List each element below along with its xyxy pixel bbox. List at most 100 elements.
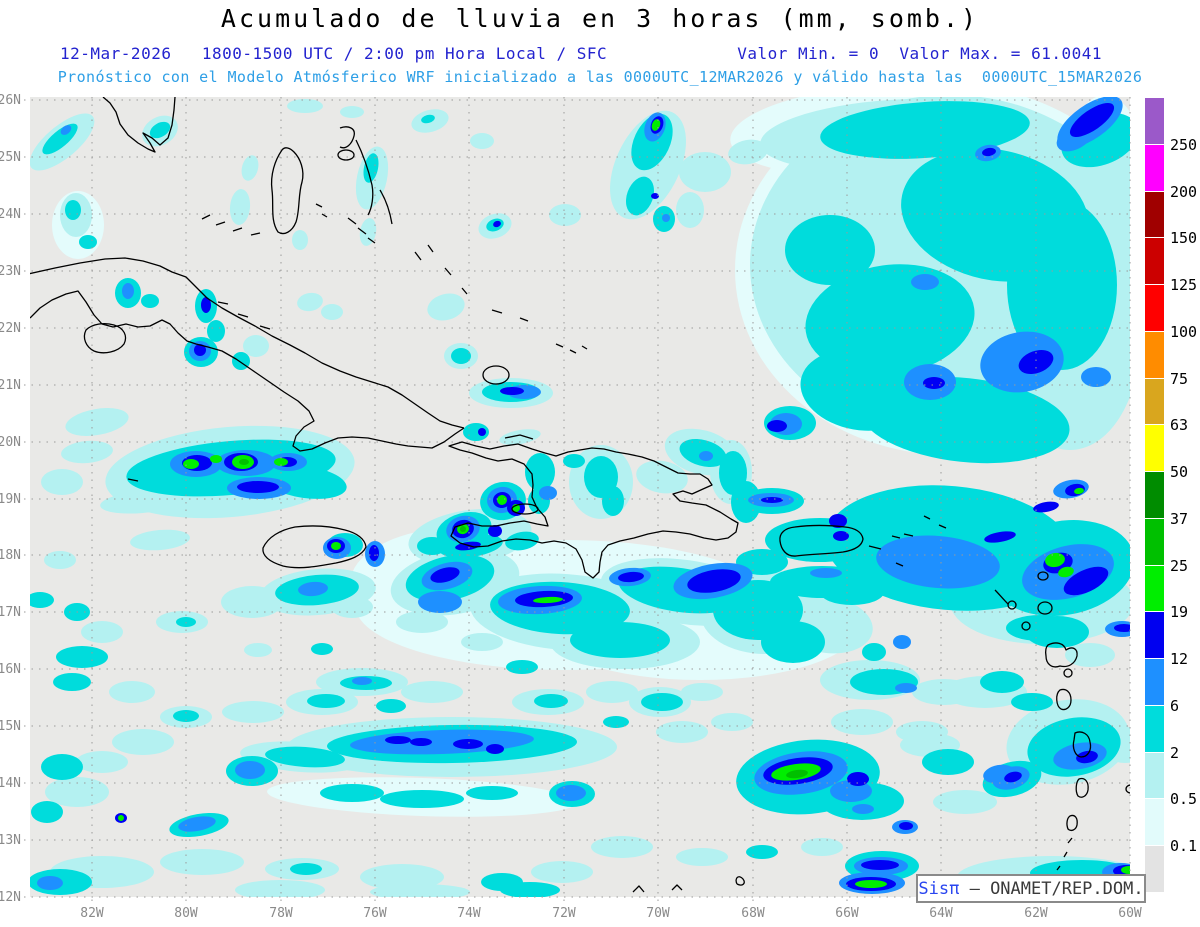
rain-cell: [603, 716, 629, 728]
rain-cell: [239, 459, 249, 465]
rain-cell: [109, 681, 155, 703]
rain-cell: [363, 153, 379, 183]
rain-cell: [331, 542, 341, 550]
rain-cell: [488, 525, 502, 537]
colorbar-segment: [1145, 799, 1164, 846]
rain-cell: [201, 297, 211, 313]
lat-tick-label: 16N: [0, 662, 21, 677]
colorbar-tick-label: 100: [1170, 323, 1198, 341]
rain-cell: [676, 192, 704, 228]
colorbar-segment: [1145, 659, 1164, 706]
lat-tick-label: 15N: [0, 719, 21, 734]
lat-tick-label: 26N: [0, 93, 21, 108]
coastline-turks-dashes: [555, 343, 588, 354]
colorbar-tick-label: 19: [1170, 603, 1189, 621]
colorbar-segment: [1145, 145, 1164, 192]
rain-cell: [298, 581, 328, 597]
rain-cell: [370, 884, 470, 897]
coastline-dominica: [1056, 688, 1072, 711]
rain-cell: [65, 200, 81, 220]
coastline-tortuga: [504, 434, 534, 440]
colorbar-tick-label: 125: [1170, 276, 1198, 294]
rain-cell: [122, 283, 134, 299]
rain-cell: [1018, 349, 1054, 375]
rain-cell: [893, 635, 911, 649]
colorbar-segment: [1145, 753, 1164, 799]
lon-tick-label: 64W: [929, 906, 953, 921]
coastline-long-island-dashes: [414, 244, 529, 322]
rain-cell: [761, 497, 783, 503]
rain-cell: [287, 99, 323, 113]
rain-cell: [982, 147, 996, 157]
coastline-andros: [270, 147, 304, 235]
rain-cell: [1006, 615, 1074, 641]
colorbar-tick-label: 25: [1170, 557, 1189, 575]
rain-cell: [1065, 643, 1115, 667]
coastline-eleuthera: [339, 126, 393, 225]
rain-cell: [461, 633, 503, 651]
watermark-box: Sisπ — ONAMET/REP.DOM.: [916, 874, 1146, 903]
coastline-cuba-cays: [217, 301, 271, 330]
rain-cell: [833, 531, 849, 541]
rain-cell: [570, 622, 670, 658]
colorbar-tick-label: 63: [1170, 416, 1189, 434]
rain-cell: [591, 836, 653, 858]
rain-cell: [235, 880, 325, 897]
colorbar-tick-label: 2: [1170, 744, 1180, 762]
rain-cell: [1114, 624, 1130, 632]
lon-tick-label: 68W: [741, 906, 765, 921]
colorbar-tick-label: 200: [1170, 183, 1198, 201]
rain-cell: [636, 460, 688, 494]
rain-cell: [1074, 487, 1084, 495]
colorbar-segment: [1145, 519, 1164, 566]
rain-cell: [451, 348, 471, 364]
colorbar-segment: [1145, 472, 1164, 519]
colorbar-segment: [1145, 379, 1164, 425]
rain-cell: [676, 848, 728, 866]
rain-cell: [1063, 566, 1109, 596]
colorbar-tick-label: 0.1: [1170, 837, 1198, 855]
rain-cell: [1033, 501, 1059, 513]
colorbar-segment: [1145, 706, 1164, 753]
rain-cell: [862, 643, 886, 661]
rain-cell: [1004, 771, 1022, 783]
rain-cell: [820, 101, 1030, 159]
rain-cell: [699, 451, 713, 461]
lat-tick-label: 25N: [0, 150, 21, 165]
coastline-andros-islets: [315, 203, 328, 218]
rain-cell: [1069, 102, 1115, 138]
colorbar-segment: [1145, 846, 1164, 893]
rain-cell: [656, 721, 708, 743]
rain-cell: [505, 531, 539, 551]
rain-cell: [235, 761, 265, 779]
colorbar-tick-label: 12: [1170, 650, 1189, 668]
rain-cell: [307, 694, 345, 708]
rain-cell: [933, 790, 997, 814]
lat-tick-label: 20N: [0, 435, 21, 450]
coastline-barbuda: [1037, 571, 1049, 581]
rain-cell: [466, 786, 518, 800]
rain-cell: [899, 822, 913, 830]
rain-cell: [112, 729, 174, 755]
coastline-florida-tip: [102, 97, 176, 153]
rain-cell: [265, 746, 345, 768]
rain-cell: [61, 440, 113, 464]
rain-cell: [497, 495, 507, 505]
coastline-antigua: [1037, 601, 1053, 615]
coastline-marie-galante: [1063, 668, 1073, 678]
rain-cell: [401, 681, 463, 703]
coastline-exuma-dashes: [347, 217, 376, 244]
coastline-great-inagua: [482, 365, 510, 385]
rain-cell: [980, 671, 1024, 693]
rain-cell: [876, 535, 1000, 589]
rain-cell: [244, 643, 272, 657]
coastline-cay-sal-dashes: [201, 214, 261, 236]
colorbar-tick-label: 50: [1170, 463, 1189, 481]
rain-cell: [911, 274, 939, 290]
rain-cell: [711, 713, 753, 731]
rain-cell: [359, 218, 377, 246]
rain-cell: [321, 304, 343, 320]
colorbar-segment: [1145, 285, 1164, 332]
rain-cell: [984, 531, 1016, 543]
colorbar-segment: [1145, 612, 1164, 659]
